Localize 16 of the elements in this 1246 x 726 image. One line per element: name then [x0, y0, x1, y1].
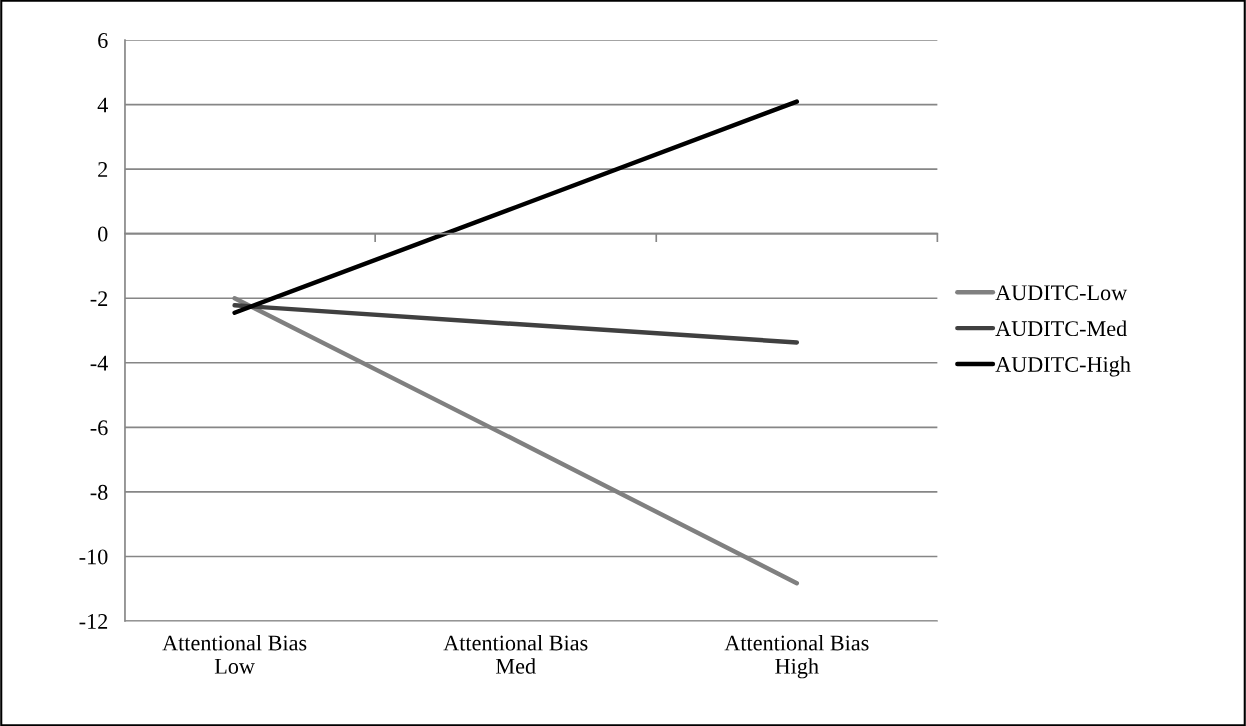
legend-label: AUDITC-Med [995, 320, 1127, 337]
y-tick-label: 2 [98, 162, 108, 177]
y-tick-label: 6 [98, 33, 108, 48]
x-tick-label: Attentional Bias High [724, 634, 869, 679]
y-tick-label: -2 [90, 291, 108, 306]
y-tick-label: 0 [98, 226, 108, 242]
y-tick-label: -12 [79, 614, 108, 629]
y-tick-label: -8 [90, 484, 108, 500]
legend-label: AUDITC-High [995, 356, 1131, 377]
y-tick-label: -6 [90, 420, 108, 436]
x-tick-label: Attentional Bias Med [443, 634, 588, 674]
x-tick-label: Attentional Bias Low [162, 634, 307, 674]
y-tick-label: 4 [97, 97, 108, 113]
legend-label: AUDITC-Low [995, 285, 1128, 301]
y-tick-label: -10 [79, 549, 108, 565]
y-tick-label: -4 [90, 355, 108, 371]
